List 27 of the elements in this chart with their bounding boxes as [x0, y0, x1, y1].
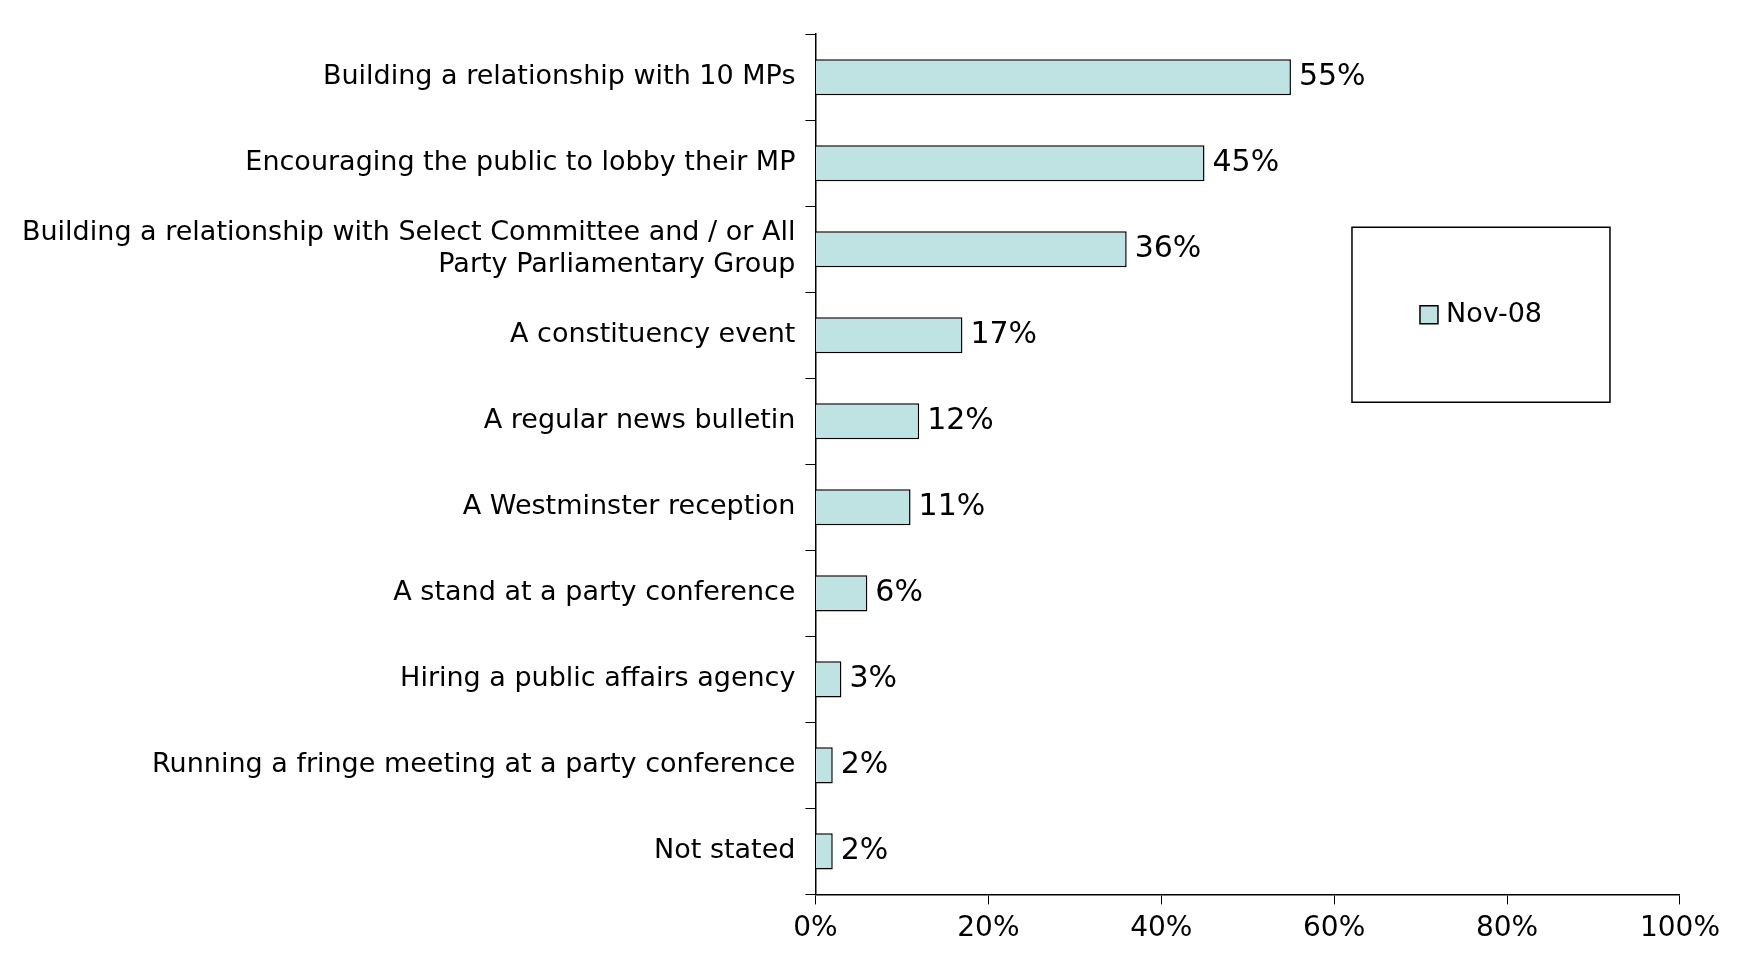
data-label: 45% [1212, 143, 1280, 179]
data-label: 6% [875, 573, 923, 609]
y-tick-label: Hiring a public affairs agency [400, 661, 796, 693]
y-tick-label: Running a fringe meeting at a party conference [152, 747, 796, 779]
x-tick-label: 100% [1639, 910, 1721, 944]
data-label: 11% [918, 487, 986, 523]
legend-label: Nov-08 [1445, 296, 1543, 328]
y-tick-label: A constituency event [510, 317, 796, 349]
y-tick-label: Not stated [654, 833, 796, 865]
y-tick-label: A Westminster reception [462, 489, 796, 521]
data-label: 55% [1298, 57, 1366, 93]
x-tick-label: 20% [957, 910, 1020, 944]
x-tick-label: 0% [793, 910, 838, 944]
y-tick-label: A regular news bulletin [483, 403, 796, 435]
x-tick-label: 40% [1130, 910, 1193, 944]
y-tick-label: Encouraging the public to lobby their MP [245, 145, 796, 177]
x-tick-label: 60% [1303, 910, 1366, 944]
data-label: 12% [927, 401, 994, 437]
data-label: 3% [849, 659, 897, 695]
x-tick-label: 80% [1475, 910, 1539, 944]
data-label: 36% [1134, 229, 1202, 265]
y-tick-label: Building a relationship with 10 MPs [322, 59, 796, 91]
data-label: 2% [840, 745, 889, 781]
y-tick-label: Building a relationship with Select Committee and / or All Party Parliamentary Group [21, 215, 796, 279]
data-label: 2% [840, 831, 889, 867]
y-tick-label: A stand at a party conference [393, 575, 796, 607]
data-label: 17% [970, 315, 1038, 351]
